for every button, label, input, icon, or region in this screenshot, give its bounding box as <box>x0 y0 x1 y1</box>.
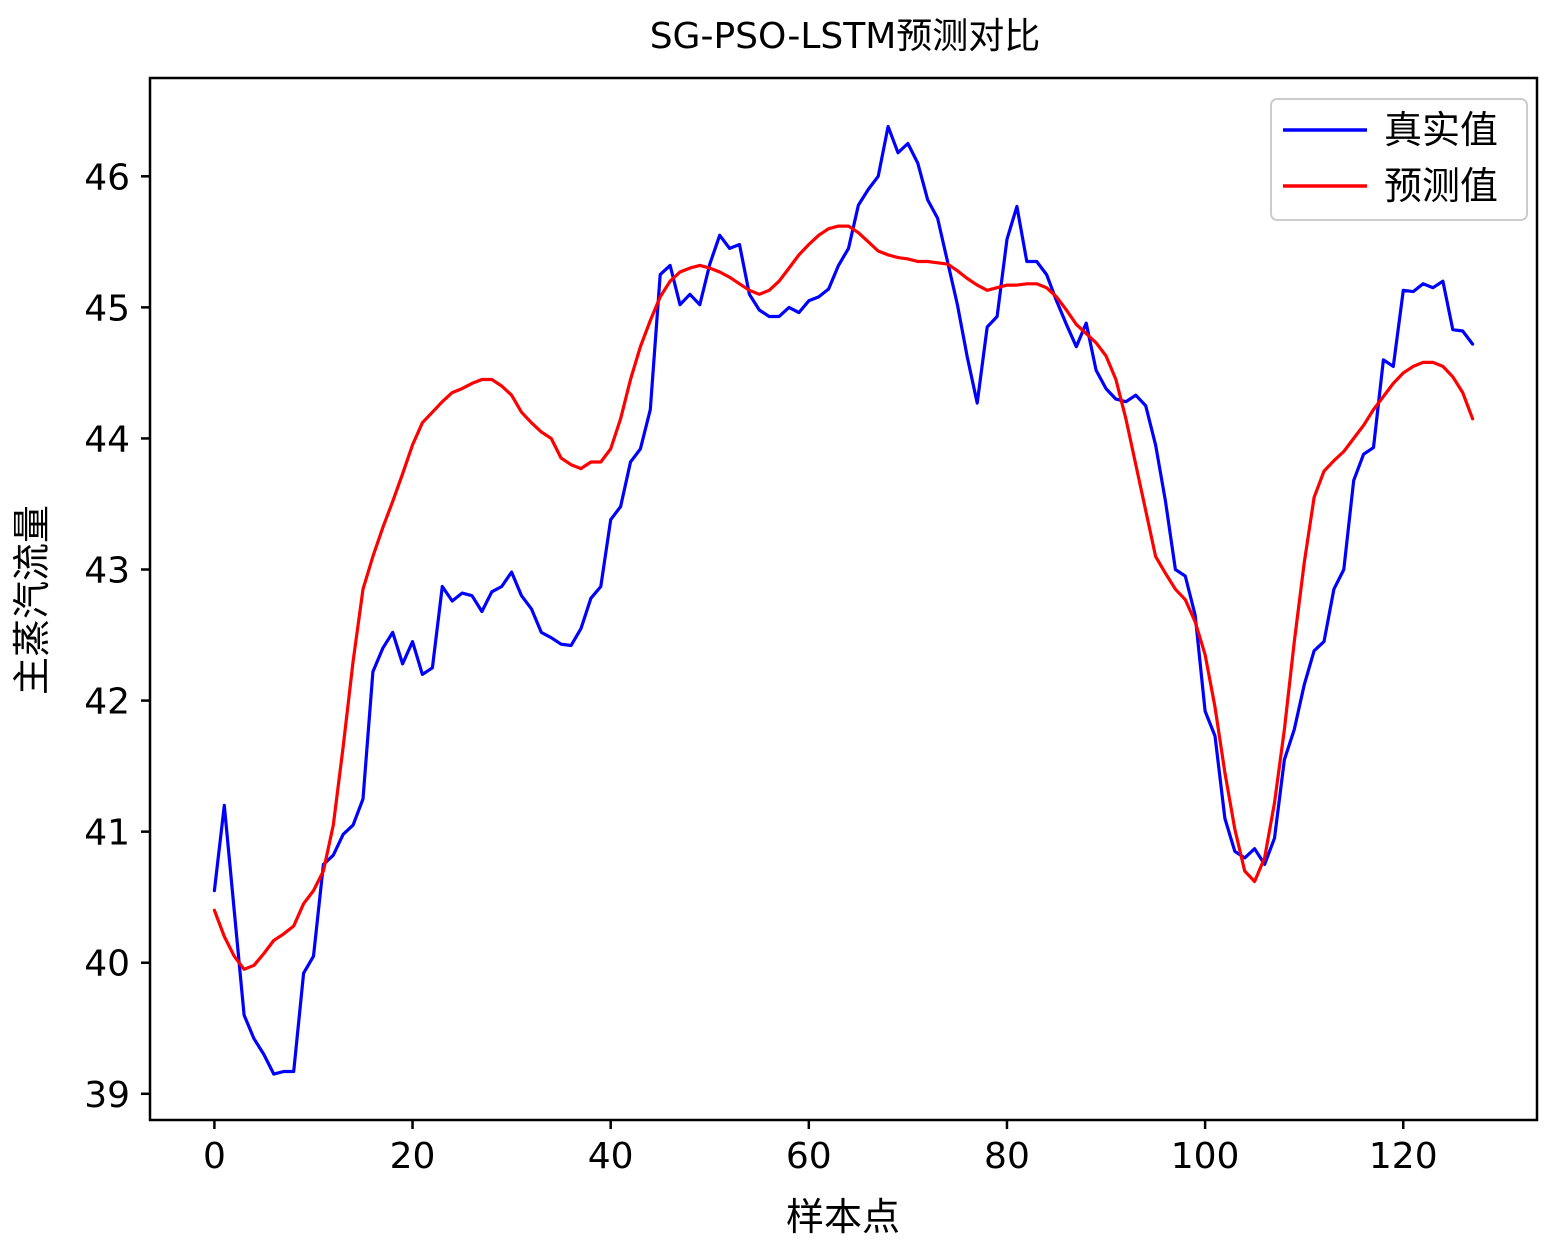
series-line-1 <box>212 224 1475 971</box>
plot-frame <box>148 76 1539 1122</box>
legend-label-0: 真实值 <box>1384 108 1498 152</box>
series-line-0 <box>212 124 1475 1076</box>
y-tick-label: 43 <box>84 551 130 592</box>
x-tick-label: 20 <box>390 1136 436 1177</box>
series-layer <box>212 124 1475 1076</box>
y-tick-label: 44 <box>84 419 130 460</box>
x-axis: 0 20 40 60 80 100 120 <box>203 1120 1438 1177</box>
x-tick-label: 80 <box>984 1136 1030 1177</box>
x-tick-label: 0 <box>203 1136 226 1177</box>
y-axis: 39 40 41 42 43 44 45 46 <box>84 157 150 1116</box>
chart-title: SG-PSO-LSTM预测对比 <box>650 16 1041 57</box>
y-tick-label: 40 <box>84 944 130 985</box>
y-tick-label: 39 <box>84 1075 130 1116</box>
y-tick-label: 46 <box>84 157 130 198</box>
x-tick-label: 60 <box>786 1136 832 1177</box>
x-axis-label: 样本点 <box>786 1195 900 1239</box>
x-tick-label: 40 <box>588 1136 634 1177</box>
x-tick-label: 120 <box>1369 1136 1438 1177</box>
y-tick-label: 42 <box>84 682 130 723</box>
x-tick-label: 100 <box>1171 1136 1240 1177</box>
legend-label-1: 预测值 <box>1384 164 1498 208</box>
y-tick-label: 41 <box>84 813 130 854</box>
y-tick-label: 45 <box>84 288 130 329</box>
y-axis-label: 主蒸汽流量 <box>10 505 54 695</box>
